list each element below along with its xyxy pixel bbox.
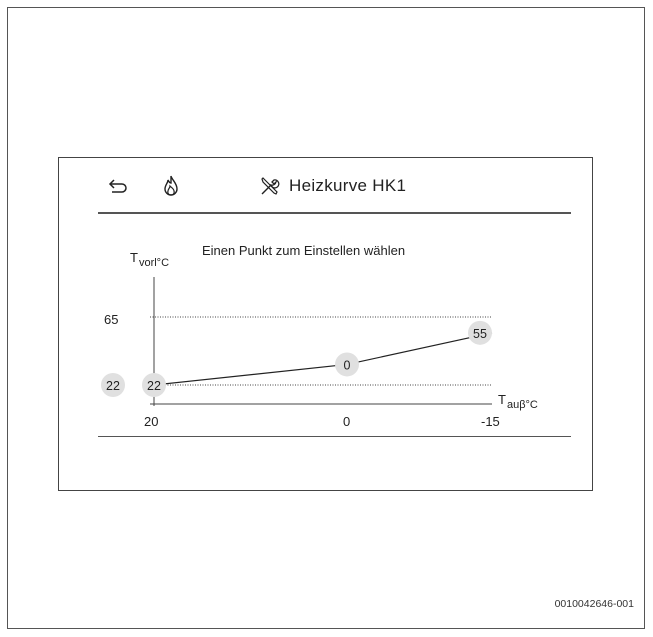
left-value-badge (101, 373, 125, 397)
document-code: 0010042646-001 (554, 598, 634, 610)
y-tick-65: 65 (104, 312, 119, 327)
back-arrow-icon[interactable] (106, 174, 130, 198)
flame-icon[interactable] (159, 174, 183, 198)
x-tick-minus15: -15 (481, 414, 500, 429)
curve-point-1[interactable] (335, 352, 359, 377)
x-axis-label: Tauβ°C (498, 392, 538, 411)
curve-point-0[interactable] (142, 373, 166, 397)
x-tick-0: 0 (343, 414, 351, 429)
heating-curve-line (153, 332, 493, 386)
left-value-text: 22 (106, 379, 120, 393)
y-axis-label: Tvorl°C (130, 250, 170, 269)
curve-point-2[interactable] (468, 320, 492, 345)
x-tick-20: 20 (144, 414, 159, 429)
curve-point-label-2: 55 (473, 327, 487, 341)
curve-point-label-1: 0 (344, 358, 351, 372)
tools-icon (258, 174, 282, 198)
header-divider (98, 212, 571, 214)
page-frame (7, 7, 645, 629)
page-title: Heizkurve HK1 (289, 176, 407, 195)
instruction-text: Einen Punkt zum Einstellen wählen (202, 243, 406, 258)
footer-divider (98, 436, 571, 437)
curve-point-label-0: 22 (147, 379, 161, 393)
